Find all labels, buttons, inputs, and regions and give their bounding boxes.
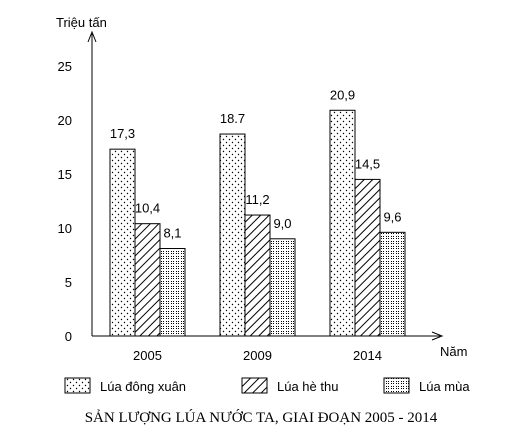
y-tick-label: 0: [65, 329, 72, 344]
y-tick-label: 25: [58, 59, 72, 74]
bar: [244, 214, 271, 337]
bar: [109, 148, 136, 337]
bar-value-label: 8,1: [163, 226, 181, 241]
legend-swatch-mua: [383, 377, 410, 394]
legend-label-he-thu: Lúa hè thu: [277, 379, 338, 394]
bar-value-label: 11,2: [245, 192, 269, 207]
legend-swatch-he-thu: [241, 377, 268, 394]
y-axis-title: Triệu tấn: [56, 15, 107, 30]
y-tick-label: 15: [58, 167, 72, 182]
bar: [134, 223, 161, 337]
bar: [354, 178, 381, 337]
y-tick-label: 10: [58, 221, 72, 236]
y-tick-label: 5: [65, 275, 72, 290]
bar: [159, 248, 186, 337]
bar-value-label: 9,0: [273, 216, 291, 231]
bar-value-label: 9,6: [383, 209, 401, 224]
bar: [329, 109, 356, 337]
bar-value-label: 10,4: [135, 201, 160, 216]
bar-value-label: 14,5: [355, 156, 380, 171]
legend-label-mua: Lúa mùa: [419, 379, 470, 394]
legend-swatch-dong-xuan: [64, 377, 91, 394]
x-tick-label: 2005: [133, 348, 162, 363]
legend-label-dong-xuan: Lúa đông xuân: [100, 379, 186, 394]
x-tick-label: 2014: [353, 348, 382, 363]
rice-production-chart: Triệu tấn Năm 0 5 10 15 20 25 17,3 10,48,1 18.7…: [56, 15, 470, 394]
x-axis-arrow: [431, 331, 444, 341]
bar: [379, 231, 406, 337]
x-axis-title: Năm: [440, 344, 467, 359]
bar-value-label: 20,9: [330, 87, 355, 102]
bar-value-label: 18.7: [220, 111, 245, 126]
bar: [269, 238, 296, 337]
chart-caption: SẢN LƯỢNG LÚA NƯỚC TA, GIAI ĐOẠN 2005 - …: [84, 410, 438, 426]
bar: [219, 133, 246, 337]
bar-value-label: 17,3: [110, 126, 135, 141]
y-tick-label: 20: [58, 113, 72, 128]
legend: Lúa đông xuân Lúa hè thu Lúa mùa: [64, 377, 470, 394]
y-axis-arrow: [87, 30, 97, 43]
x-tick-label: 2009: [243, 348, 272, 363]
